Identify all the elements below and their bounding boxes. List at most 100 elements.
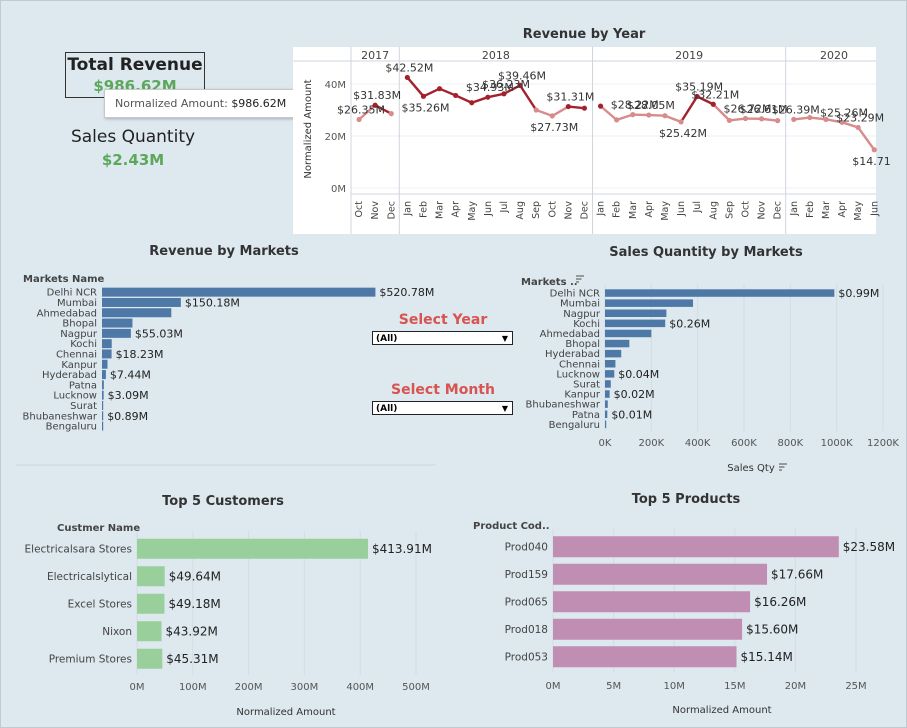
x-tick-label: 400M: [346, 682, 374, 693]
category-header: Markets Name: [23, 274, 105, 285]
line-segment: [438, 87, 457, 97]
bar: [102, 380, 104, 390]
data-point: [453, 92, 459, 99]
data-point: [726, 117, 732, 123]
chart-title: Top 5 Products: [632, 492, 741, 507]
data-point: [646, 112, 652, 118]
x-tick-label: 400K: [685, 438, 711, 449]
data-point: [807, 114, 813, 121]
x-tick-label: Oct: [740, 201, 751, 218]
select-year-dropdown[interactable]: (All) ▼: [372, 331, 513, 345]
bar: [102, 359, 108, 369]
category-label: Bhubaneshwar: [526, 400, 601, 411]
line-segment: [406, 76, 425, 98]
bar-value-label: $0.02M: [614, 388, 655, 401]
category-label: Chennai: [559, 359, 600, 370]
revenue-by-markets-chart: Revenue by Markets Markets Name Delhi NCR $…: [16, 244, 436, 466]
data-label: $26.72M: [723, 103, 771, 116]
top-5-products-chart: Top 5 Products Product Cod.. Prod040 $23.58…: [473, 492, 895, 716]
x-tick-label: Jun: [869, 201, 880, 217]
bar-value-label: $15.60M: [746, 622, 798, 636]
bar-value-label: $49.64M: [169, 569, 221, 583]
bar: [137, 538, 368, 559]
x-tick-label: Mar: [628, 201, 639, 219]
y-axis-label: Normalized Amount: [303, 79, 314, 178]
x-tick-label: Dec: [386, 201, 397, 219]
data-label: $31.83M: [353, 89, 401, 102]
bar-value-label: $43.92M: [166, 624, 218, 638]
year-header: 2018: [482, 49, 510, 62]
category-label: Prod159: [505, 569, 548, 581]
data-point: [549, 113, 555, 119]
bar: [102, 339, 112, 349]
category-label: Kochi: [70, 339, 97, 350]
x-tick-label: Jun: [676, 201, 687, 217]
line-segment: [792, 116, 812, 121]
select-month-dropdown[interactable]: (All) ▼: [372, 401, 513, 415]
x-tick-label: Apr: [644, 201, 655, 218]
line-segment: [599, 104, 618, 122]
line-segment: [454, 94, 473, 104]
bar: [137, 648, 163, 669]
bar: [605, 410, 608, 418]
category-label: Kanpur: [564, 390, 601, 401]
bar-value-label: $16.26M: [754, 595, 806, 609]
y-tick-label: 20M: [325, 132, 346, 143]
bar: [605, 360, 616, 368]
bar-value-label: $0.01M: [611, 408, 652, 421]
category-label: Ahmedabad: [37, 308, 97, 319]
x-tick-label: 0K: [599, 438, 612, 449]
category-label: Bhubaneshwar: [23, 411, 98, 422]
category-label: Nagpur: [563, 309, 601, 320]
data-label: $25.42M: [659, 127, 707, 140]
category-label: Chennai: [56, 349, 97, 360]
data-point: [855, 124, 861, 131]
x-tick-label: Aug: [708, 201, 719, 220]
category-label: Delhi NCR: [47, 288, 97, 299]
line-segment: [486, 92, 506, 99]
category-label: Ahmedabad: [540, 329, 600, 340]
x-tick-label: Jul: [499, 201, 510, 213]
x-tick-label: Feb: [418, 201, 429, 218]
data-point: [823, 116, 829, 122]
x-tick-label: 300M: [291, 682, 319, 693]
bar: [102, 287, 376, 297]
bar: [605, 339, 630, 348]
data-point: [614, 117, 620, 123]
line-segment: [647, 113, 667, 117]
plot-background: [293, 47, 876, 234]
select-month-title: Select Month: [391, 382, 495, 398]
x-tick-label: Jul: [692, 201, 703, 213]
data-label: $26.35M: [337, 103, 385, 116]
bar-value-label: $0.26M: [669, 317, 710, 330]
tooltip-value: $986.62M: [231, 97, 287, 110]
category-label: Premium Stores: [49, 653, 132, 665]
category-label: Prod065: [505, 596, 548, 608]
x-tick-label: Apr: [837, 201, 848, 218]
bar-value-label: $413.91M: [372, 542, 432, 556]
x-tick-label: Mar: [435, 201, 446, 219]
chart-title: Revenue by Year: [523, 27, 646, 42]
x-tick-label: Feb: [612, 201, 623, 218]
data-label: $31.31M: [546, 91, 594, 104]
line-segment: [760, 117, 779, 122]
line-segment: [679, 95, 699, 124]
category-label: Mumbai: [57, 298, 97, 309]
x-tick-label: 20M: [785, 681, 806, 692]
category-header: Custmer Name: [57, 523, 140, 534]
bar: [102, 328, 131, 338]
data-point: [775, 118, 781, 124]
data-label: $39.46M: [498, 69, 546, 82]
data-point: [388, 111, 394, 117]
x-tick-label: 200K: [639, 438, 665, 449]
top-5-customers-chart: Top 5 Customers Custmer Name Electricalsar…: [25, 494, 432, 718]
line-segment: [422, 87, 441, 98]
x-tick-label: 25M: [845, 681, 866, 692]
data-point: [581, 105, 588, 111]
bar: [553, 563, 768, 585]
bar: [553, 591, 751, 613]
line-segment: [712, 103, 731, 122]
data-point: [839, 119, 845, 125]
chevron-down-icon: ▼: [501, 404, 508, 413]
bar-value-label: $45.31M: [166, 652, 218, 666]
